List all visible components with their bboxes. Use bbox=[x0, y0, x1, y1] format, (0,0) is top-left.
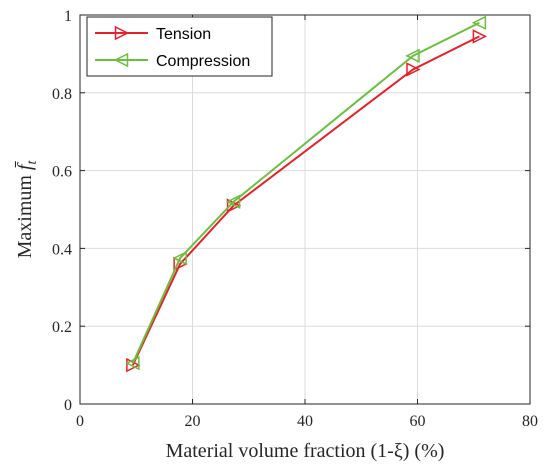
data-point bbox=[225, 194, 241, 209]
legend-item-compression: Compression bbox=[95, 52, 250, 70]
legend-swatch-marker bbox=[114, 25, 130, 41]
data-point bbox=[405, 48, 420, 64]
y-tick-label: 0.8 bbox=[52, 86, 72, 103]
y-axis-label-prefix: Maximum bbox=[14, 170, 36, 258]
ticks: 0 20 40 60 80 0 0.2 0.4 0.6 0.8 1 bbox=[52, 8, 538, 430]
legend-items: Tension Compression bbox=[95, 25, 250, 70]
y-tick-label: 1 bbox=[64, 8, 72, 25]
x-tick-label: 60 bbox=[410, 413, 426, 430]
y-tick-label: 0.6 bbox=[52, 164, 72, 181]
grid bbox=[80, 15, 530, 404]
x-axis-label: Material volume fraction (1-ξ) (%) bbox=[166, 440, 445, 462]
legend-label: Tension bbox=[156, 26, 211, 43]
legend: Tension Compression bbox=[86, 16, 273, 77]
y-axis-label: Maximum f̄t bbox=[14, 159, 40, 258]
data-point bbox=[406, 62, 421, 77]
series bbox=[125, 15, 488, 373]
x-tick-label: 20 bbox=[185, 413, 201, 430]
y-tick-label: 0.2 bbox=[52, 319, 72, 336]
y-tick-label: 0.4 bbox=[52, 241, 72, 258]
series-compression bbox=[125, 15, 487, 371]
series-line bbox=[131, 21, 480, 364]
data-point bbox=[125, 355, 140, 371]
y-tick-label: 0 bbox=[64, 397, 72, 414]
data-point bbox=[472, 29, 488, 44]
legend-item-tension: Tension bbox=[95, 25, 211, 43]
data-point bbox=[471, 15, 487, 30]
data-point bbox=[172, 250, 187, 266]
series-line bbox=[131, 35, 480, 366]
legend-swatch-marker bbox=[113, 52, 129, 68]
x-tick-label: 40 bbox=[297, 413, 313, 430]
legend-box bbox=[86, 16, 273, 77]
series-tension bbox=[126, 29, 488, 373]
y-axis-label-symbol: f̄ bbox=[14, 161, 36, 170]
x-tick-label: 0 bbox=[76, 413, 84, 430]
y-axis-label-subscript: t bbox=[25, 159, 40, 164]
x-tick-label: 80 bbox=[522, 413, 538, 430]
legend-label: Compression bbox=[156, 53, 250, 70]
